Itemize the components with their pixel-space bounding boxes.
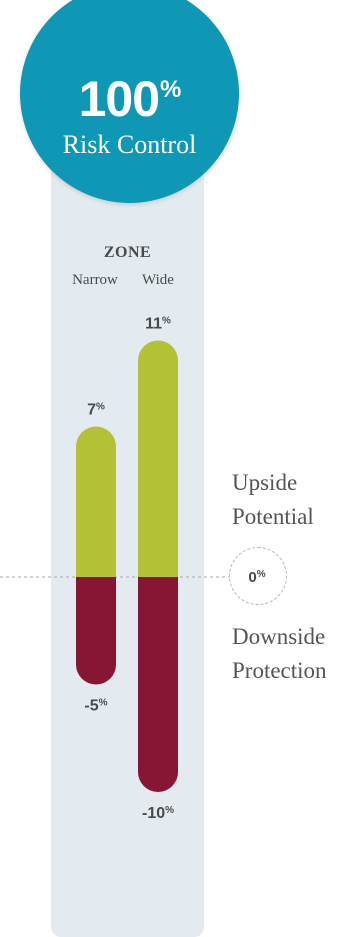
wide-upside-value-label: 11% — [145, 316, 171, 333]
downside-protection-label: Downside Protection — [232, 620, 327, 688]
narrow-upside-bar — [76, 426, 116, 577]
badge-value-number: 100 — [78, 71, 160, 127]
zero-marker — [229, 547, 287, 605]
badge-value-percent: % — [160, 76, 181, 103]
wide-downside-value-label: -10% — [142, 805, 174, 822]
downside-label-line-1: Downside — [232, 624, 326, 649]
narrow-downside-value-label: -5% — [84, 698, 107, 715]
risk-control-badge: 100% Risk Control — [20, 0, 239, 203]
narrow-column-label: Narrow — [72, 272, 118, 288]
upside-potential-label: Upside Potential — [232, 466, 314, 534]
narrow-upside-value-label: 7% — [87, 402, 105, 419]
narrow-downside-bar — [76, 577, 116, 685]
badge-label: Risk Control — [62, 130, 197, 159]
wide-downside-bar — [138, 577, 178, 792]
badge-value: 100% — [20, 74, 239, 124]
wide-upside-bar — [138, 340, 178, 577]
zero-value-label: 0% — [248, 569, 265, 586]
upside-label-line-2: Potential — [232, 504, 314, 529]
downside-label-line-2: Protection — [232, 658, 327, 683]
wide-column-label: Wide — [142, 272, 174, 288]
upside-label-line-1: Upside — [232, 470, 298, 495]
zone-title: ZONE — [103, 244, 152, 261]
